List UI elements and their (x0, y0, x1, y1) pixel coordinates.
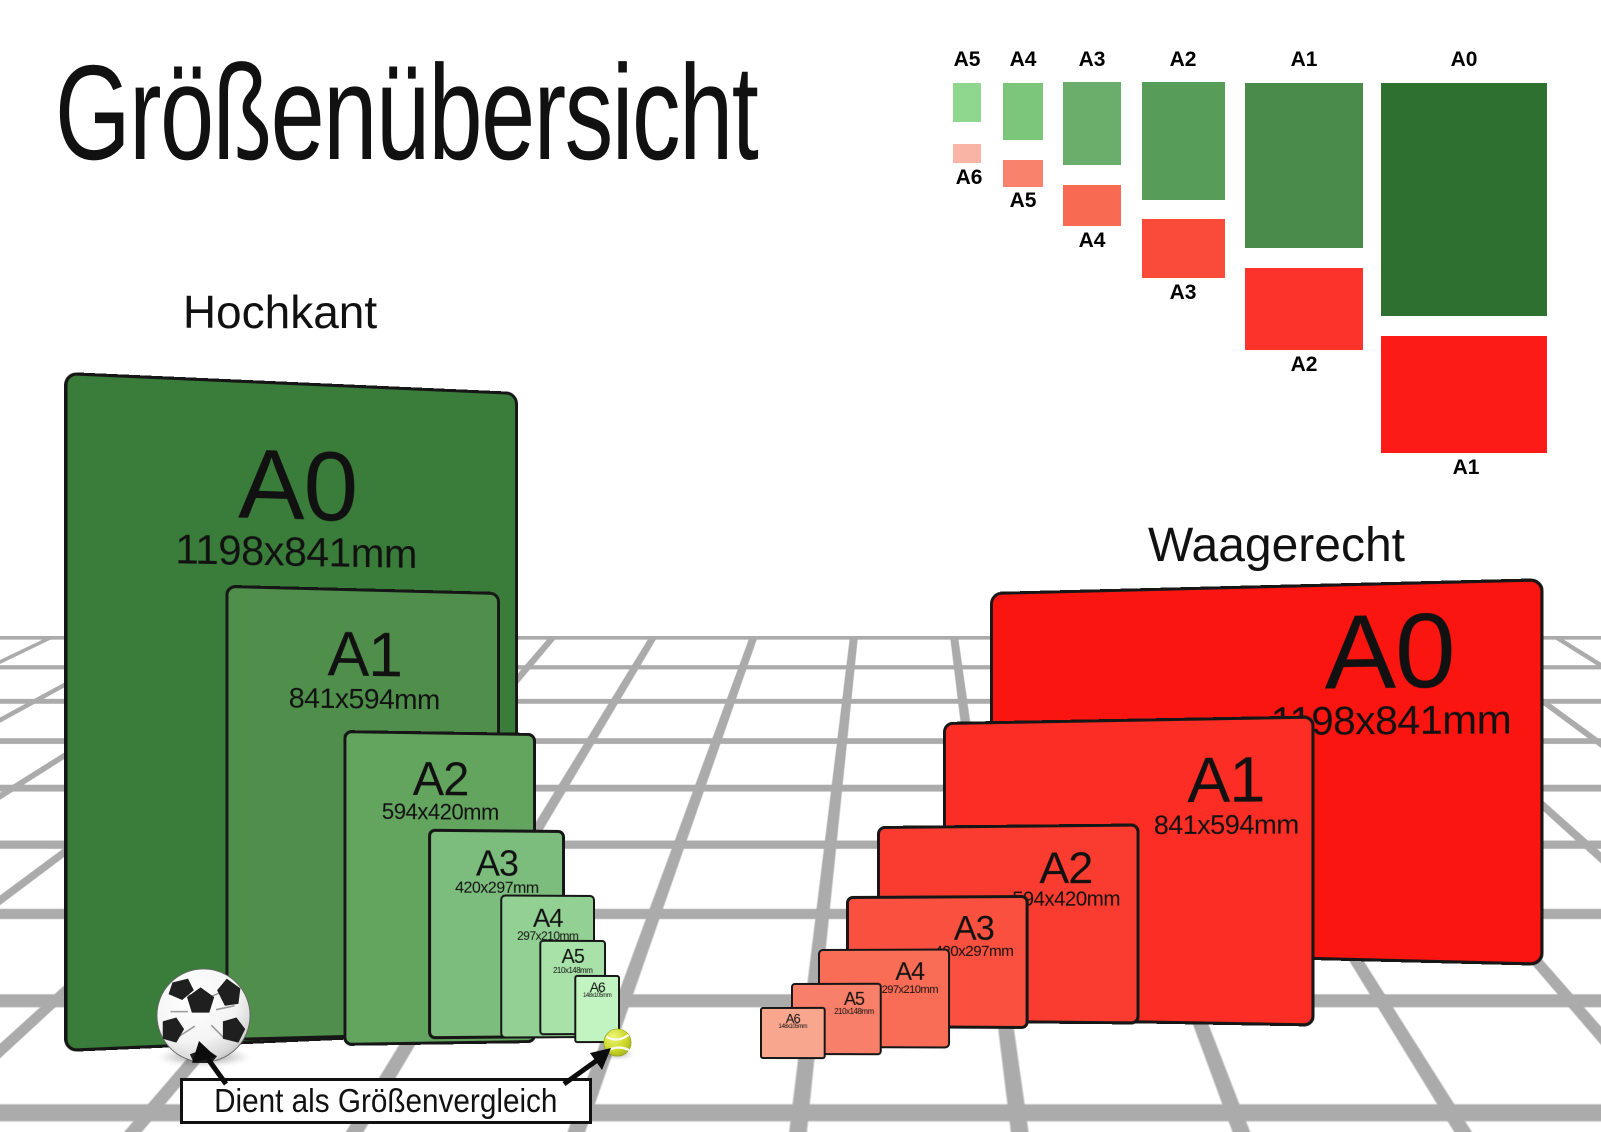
legend-label-portrait-a5: A5 (953, 48, 981, 71)
section-label-portrait: Hochkant (182, 286, 378, 338)
legend-swatch-portrait-a4 (1003, 83, 1043, 140)
legend-label-landscape-a5: A5 (1009, 189, 1037, 212)
sheet-name: A4 (532, 902, 563, 933)
landscape-sheet-a6: A6 148x105mm (760, 1006, 826, 1060)
legend-label-landscape-a6: A6 (955, 166, 983, 189)
legend-swatch-landscape-a2 (1245, 268, 1363, 350)
sheet-name: A0 (1324, 591, 1455, 712)
legend-label-landscape-a1: A1 (1452, 456, 1480, 479)
sheet-name: A5 (843, 988, 864, 1009)
legend-swatch-landscape-a4 (1063, 185, 1121, 226)
legend-label-landscape-a3: A3 (1169, 281, 1197, 304)
legend-swatch-portrait-a0 (1381, 83, 1547, 316)
tennis-ball-icon (603, 1028, 632, 1057)
sheet-name: A5 (561, 945, 584, 968)
sheet-name: A4 (895, 957, 925, 986)
size-legend: A5 A4 A3 A2 A1 A0 A6 A5 A4 A3 A2 A1 (0, 0, 1601, 500)
soccer-ball-icon (156, 968, 251, 1064)
sheet-name: A3 (475, 842, 518, 884)
section-label-landscape: Waagerecht (1148, 519, 1406, 572)
legend-swatch-landscape-a6 (953, 144, 981, 163)
legend-swatch-landscape-a5 (1003, 160, 1043, 187)
sheet-dims: 841x594mm (288, 681, 440, 716)
sheet-dims: 841x594mm (1153, 808, 1299, 841)
legend-label-landscape-a4: A4 (1078, 229, 1106, 252)
sheet-name: A3 (953, 909, 994, 948)
legend-label-portrait-a4: A4 (1009, 48, 1037, 71)
page-title: Größenübersicht (55, 37, 759, 188)
legend-swatch-landscape-a3 (1142, 219, 1225, 278)
sheet-dims: 210x148mm (834, 1007, 874, 1017)
legend-swatch-portrait-a5 (953, 83, 981, 122)
sheet-name: A1 (1187, 744, 1265, 817)
legend-label-portrait-a2: A2 (1169, 48, 1197, 71)
sheet-dims: 297x210mm (881, 983, 938, 996)
note-text: Dient als Größenvergleich (214, 1082, 558, 1119)
sheet-name: A0 (238, 428, 358, 543)
sheet-name: A1 (327, 619, 402, 691)
legend-swatch-portrait-a1 (1245, 83, 1363, 248)
legend-swatch-portrait-a2 (1142, 82, 1225, 200)
sheet-dims: 594x420mm (381, 798, 499, 825)
legend-swatch-portrait-a3 (1063, 82, 1121, 165)
sheet-name: A2 (1039, 843, 1093, 894)
legend-swatch-landscape-a1 (1381, 336, 1547, 453)
sheet-dims: 210x148mm (553, 965, 593, 975)
sheet-dims: 1198x841mm (175, 526, 417, 578)
legend-label-landscape-a2: A2 (1290, 353, 1318, 376)
sheet-name: A2 (412, 751, 469, 806)
legend-label-portrait-a1: A1 (1290, 48, 1318, 71)
sheet-dims: 148x105mm (778, 1024, 807, 1031)
note-box: Dient als Größenvergleich (180, 1078, 592, 1124)
sheet-dims: 148x105mm (582, 993, 612, 1000)
legend-label-portrait-a3: A3 (1078, 48, 1106, 71)
legend-label-portrait-a0: A0 (1450, 48, 1478, 71)
